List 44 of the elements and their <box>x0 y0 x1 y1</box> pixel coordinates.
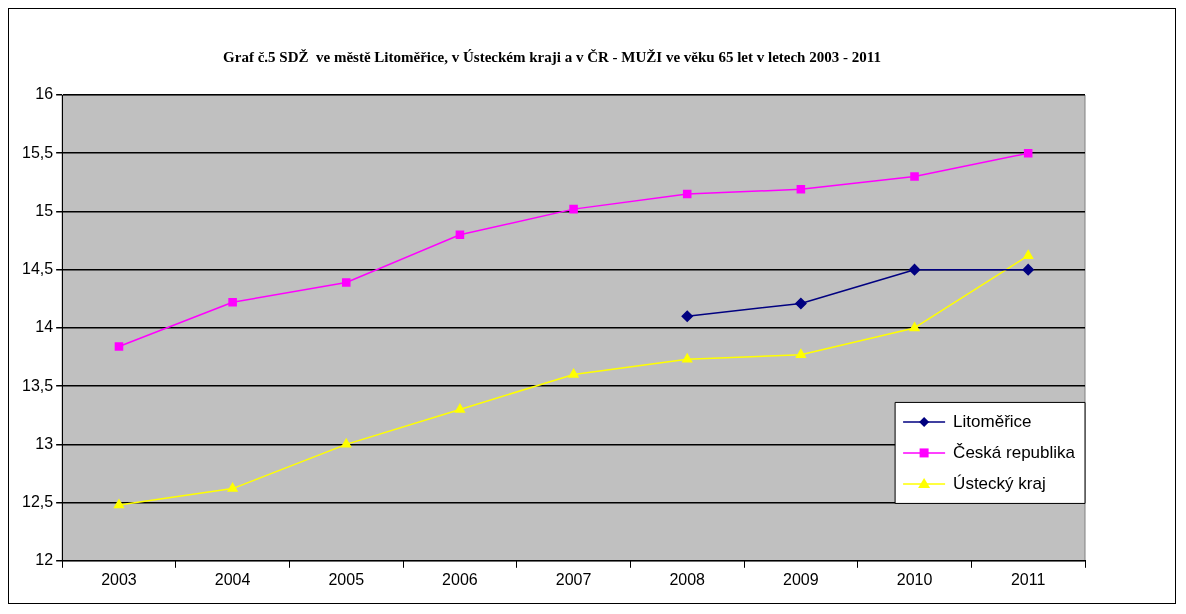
x-tick-label: 2003 <box>101 570 137 588</box>
y-tick-label: 14,5 <box>22 260 54 278</box>
point <box>341 438 352 448</box>
point <box>682 189 692 199</box>
point <box>455 230 465 240</box>
point <box>454 403 465 413</box>
point <box>228 298 237 307</box>
point <box>569 204 578 214</box>
x-tick-label: 2007 <box>555 570 592 588</box>
x-tick-label: 2009 <box>783 570 819 588</box>
point <box>1022 263 1034 276</box>
point <box>908 263 921 276</box>
point <box>341 278 351 287</box>
x-tick-label: 2005 <box>328 570 365 588</box>
legend-label: Česká republika <box>953 442 1076 462</box>
y-tick-label: 13,5 <box>22 376 54 394</box>
legend-label: Ústecký kraj <box>953 473 1046 493</box>
point <box>1023 249 1034 259</box>
x-tick-label: 2006 <box>442 570 478 588</box>
legend-label: Litoměřice <box>953 411 1032 431</box>
point <box>909 322 920 332</box>
point <box>113 499 125 509</box>
point <box>682 353 693 363</box>
point <box>114 342 124 351</box>
x-tick-label: 2004 <box>214 570 251 588</box>
x-tick-label: 2010 <box>896 570 933 588</box>
point <box>795 348 806 358</box>
point <box>1023 148 1033 158</box>
y-tick-label: 13 <box>35 434 54 452</box>
point <box>681 310 693 323</box>
point <box>568 368 579 378</box>
y-tick-label: 15 <box>35 201 54 219</box>
y-tick-label: 15,5 <box>22 143 54 161</box>
y-tick-label: 12,5 <box>22 492 54 510</box>
y-tick-label: 16 <box>35 85 54 103</box>
x-tick-label: 2008 <box>669 570 706 588</box>
point <box>795 297 807 310</box>
x-tick-label: 2011 <box>1010 570 1046 588</box>
point <box>910 172 919 181</box>
y-tick-label: 14 <box>35 318 54 336</box>
point <box>796 185 806 194</box>
chart-title: Graf č.5 SDŽ ve městě Litoměřice, v Ústeckém kraji a v ČR - MUŽI ve věku 65 let v letech 2003 - 2011 <box>223 48 881 65</box>
point <box>227 482 238 492</box>
y-tick-label: 12 <box>35 551 54 569</box>
